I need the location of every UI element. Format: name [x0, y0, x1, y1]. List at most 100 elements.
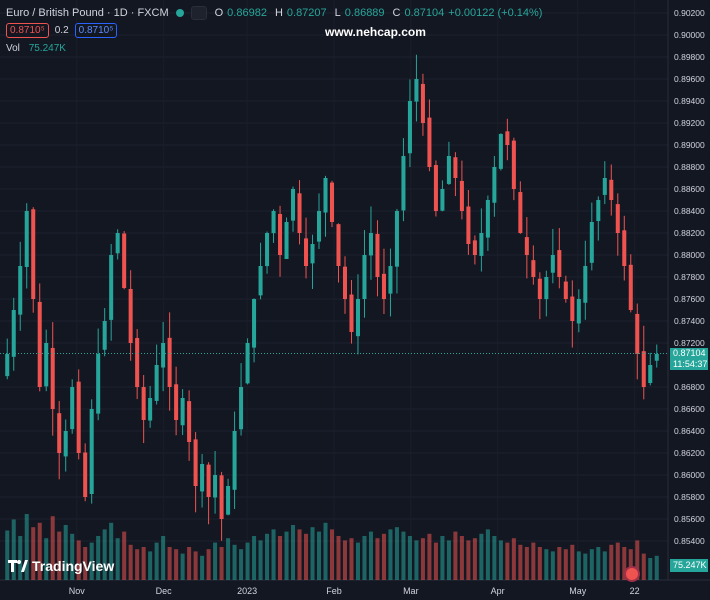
candle-body — [414, 79, 419, 102]
candle-body — [498, 134, 503, 169]
volume-bar — [550, 551, 555, 580]
candle-body — [466, 206, 471, 244]
candle-body — [472, 240, 477, 255]
volume-bar — [5, 530, 10, 580]
candle-body — [200, 464, 205, 492]
volume-bar — [342, 540, 348, 580]
candle-body — [407, 101, 412, 154]
candle-body — [349, 294, 354, 332]
candle-body — [83, 452, 88, 497]
buy-button[interactable]: 0.8710⁵ — [74, 23, 118, 38]
candle-body — [310, 244, 315, 264]
y-tick-label: 0.89800 — [674, 52, 705, 62]
candle-body — [44, 343, 49, 387]
volume-bar — [310, 527, 315, 580]
chart-settings-icon[interactable] — [624, 566, 640, 582]
volume-bar — [615, 542, 620, 580]
symbol-title[interactable]: Euro / British Pound · 1D · FXCM — [6, 7, 169, 19]
volume-bar — [297, 529, 302, 580]
volume-bar — [498, 540, 503, 580]
volume-bar — [557, 547, 562, 580]
candle-body — [245, 343, 250, 384]
volume-bar — [485, 529, 490, 580]
y-tick-label: 0.90200 — [674, 8, 705, 18]
volume-legend: Vol 75.247K — [6, 43, 66, 54]
candle-body — [557, 250, 562, 277]
price-change: +0.00122 (+0.14%) — [448, 7, 543, 19]
y-tick-label: 0.86400 — [674, 426, 705, 436]
volume-bar — [148, 551, 153, 580]
volume-bar — [349, 538, 354, 580]
candle-body — [187, 401, 192, 442]
candle-body — [544, 277, 549, 300]
candle-body — [440, 189, 445, 211]
volume-bar — [278, 536, 283, 580]
x-tick-label: 2023 — [237, 586, 257, 596]
volume-bar — [219, 547, 224, 580]
y-tick-label: 0.89000 — [674, 140, 705, 150]
volume-bar — [180, 553, 185, 580]
y-tick-label: 0.85800 — [674, 492, 705, 502]
candle-body — [342, 266, 348, 299]
ohlc-high-value: 0.87207 — [286, 7, 327, 19]
candle-body — [511, 140, 516, 189]
volume-bar — [128, 544, 133, 580]
candle-body — [654, 354, 659, 361]
volume-bar — [492, 536, 497, 580]
tradingview-logo-text: TradingView — [32, 558, 115, 574]
candle-body — [102, 321, 107, 350]
volume-bar — [596, 547, 601, 580]
candle-body — [531, 260, 536, 277]
candle-body — [50, 347, 55, 409]
candle-body — [492, 167, 497, 203]
y-tick-label: 0.88000 — [674, 250, 705, 260]
volume-bar — [304, 533, 309, 580]
candle-body — [284, 222, 289, 259]
candle-body — [76, 381, 81, 453]
volume-bar — [206, 549, 211, 580]
volume-bar — [37, 522, 42, 580]
candle-body — [193, 439, 198, 486]
volume-bar — [453, 531, 458, 580]
volume-bar — [511, 538, 516, 580]
candle-body — [485, 200, 490, 238]
candle-body — [115, 233, 120, 254]
y-tick-label: 0.89200 — [674, 118, 705, 128]
volume-bar — [102, 529, 107, 580]
candle-body — [576, 299, 581, 324]
tradingview-logo[interactable]: TradingView — [8, 558, 114, 574]
candle-body — [128, 288, 133, 343]
volume-bar — [375, 538, 380, 580]
volume-label[interactable]: Vol — [6, 43, 20, 54]
candle-body — [122, 233, 127, 288]
volume-bar — [252, 536, 257, 580]
volume-bar — [18, 536, 23, 580]
y-tick-label: 0.86600 — [674, 404, 705, 414]
candle-body — [336, 224, 341, 266]
volume-bar — [362, 536, 367, 580]
volume-bar — [479, 533, 484, 580]
visibility-toggle-icon[interactable] — [190, 6, 207, 20]
sell-button[interactable]: 0.8710⁵ — [6, 23, 49, 38]
y-tick-label: 0.87800 — [674, 272, 705, 282]
volume-bar — [89, 542, 94, 580]
y-tick-label: 0.85600 — [674, 514, 705, 524]
candle-body — [278, 213, 283, 255]
y-tick-label: 0.87200 — [674, 338, 705, 348]
y-tick-label: 0.86200 — [674, 448, 705, 458]
volume-bar — [459, 536, 464, 580]
volume-bar — [381, 533, 386, 580]
volume-bar — [24, 514, 29, 580]
candle-body — [174, 384, 179, 420]
volume-bar — [401, 531, 406, 580]
volume-bar — [544, 549, 549, 580]
ohlc-open-value: 0.86982 — [227, 7, 267, 19]
candle-body — [563, 281, 568, 299]
volume-bar — [394, 527, 399, 580]
candle-body — [11, 310, 16, 357]
volume-bar — [213, 542, 218, 580]
candle-body — [141, 387, 146, 420]
candle-body — [239, 387, 244, 430]
